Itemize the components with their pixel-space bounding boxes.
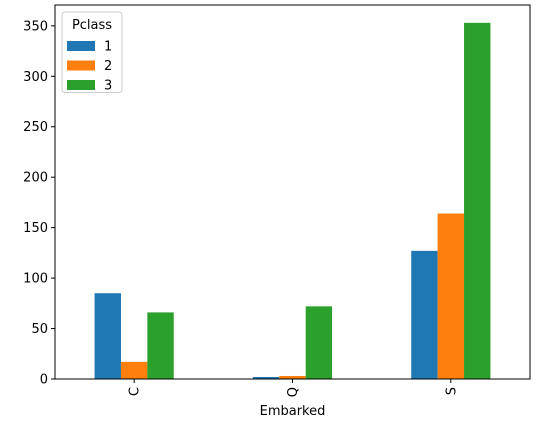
x-tick-label: C	[128, 387, 143, 396]
x-tick-label: S	[444, 387, 459, 395]
y-tick-label: 300	[23, 70, 48, 85]
y-tick-label: 50	[31, 322, 48, 337]
y-axis: 0 50 100 150 200 250 300 350	[23, 19, 55, 388]
bar-S-pclass-1	[411, 250, 438, 379]
legend-title: Pclass	[72, 18, 112, 33]
y-tick-label: 150	[23, 221, 48, 236]
legend-box	[61, 11, 123, 93]
x-axis-label: Embarked	[260, 404, 326, 419]
legend-label-2: 2	[104, 59, 112, 74]
y-tick-label: 250	[23, 120, 48, 135]
bar-Q-pclass-2	[279, 375, 306, 379]
legend-label-1: 1	[104, 40, 112, 55]
y-tick-label: 100	[23, 272, 48, 287]
bar-C-pclass-2	[120, 361, 148, 379]
y-tick-label: 200	[23, 171, 48, 186]
bars-group	[94, 22, 491, 380]
plot-frame	[54, 4, 531, 380]
legend: Pclass 1 2 3	[61, 11, 123, 94]
bar-S-pclass-3	[464, 22, 491, 380]
bar-S-pclass-2	[437, 213, 465, 379]
legend-swatch-1	[67, 41, 95, 51]
bar-Q-pclass-3	[305, 306, 333, 379]
legend-swatch-2	[67, 60, 95, 71]
y-tick-label: 0	[40, 373, 48, 388]
bar-C-pclass-3	[147, 312, 174, 379]
legend-label-3: 3	[104, 79, 112, 94]
bar-C-pclass-1	[94, 293, 121, 379]
x-tick-label: Q	[286, 387, 301, 397]
bar-Q-pclass-1	[252, 376, 280, 379]
legend-swatch-3	[67, 80, 95, 90]
y-tick-label: 350	[23, 19, 48, 34]
